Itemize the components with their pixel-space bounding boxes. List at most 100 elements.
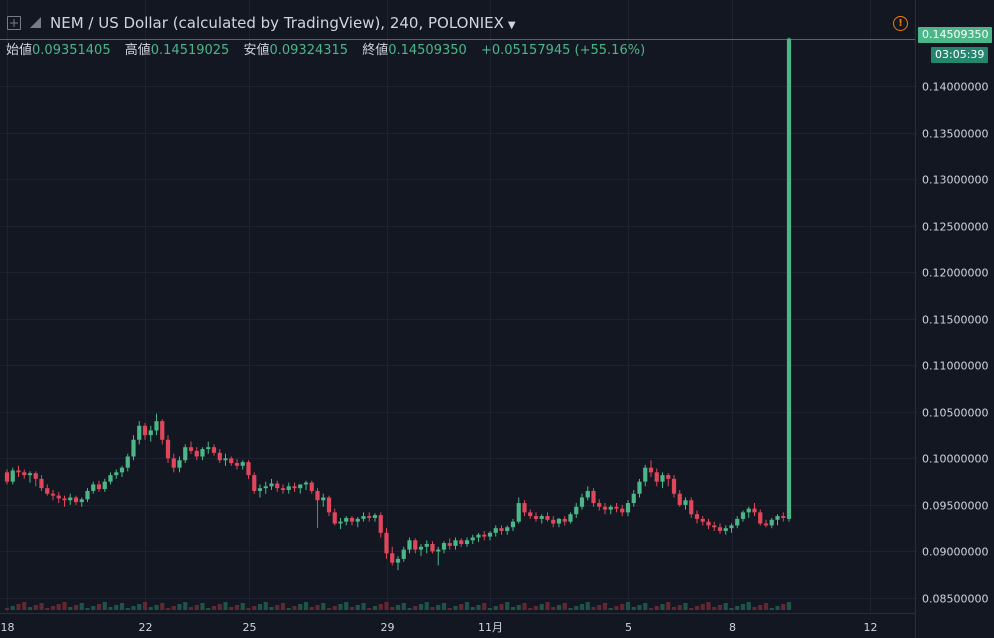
volume-bar — [545, 602, 550, 610]
candle-body — [522, 503, 527, 513]
candle-body — [574, 506, 579, 515]
candles — [4, 37, 792, 571]
candle-body — [625, 503, 631, 513]
volume-bar — [344, 602, 349, 610]
volume-bar — [240, 603, 245, 610]
volume-bar — [608, 608, 613, 610]
x-tick-label: 8 — [729, 621, 736, 634]
candle-body — [85, 490, 90, 500]
volume-bar — [263, 602, 268, 610]
volume-bar — [424, 602, 429, 610]
candle-body — [240, 462, 245, 466]
candle-body — [516, 503, 521, 522]
candle-body — [68, 497, 73, 501]
chart-title-button[interactable]: NEM / US Dollar (calculated by TradingVi… — [50, 14, 516, 32]
candle-body — [286, 486, 291, 491]
time-axis[interactable]: 18 22 25 29 11月 5 8 12 — [1, 621, 878, 634]
volume-bar — [137, 604, 142, 610]
volume-bar — [453, 606, 458, 610]
candle-body — [464, 540, 470, 545]
volume-bar — [706, 602, 711, 610]
candle-body — [39, 478, 44, 489]
candle-body — [505, 527, 510, 531]
volume-bar — [229, 607, 234, 610]
y-tick-label: 0.13500000 — [922, 128, 988, 141]
high-label: 高値 — [124, 43, 151, 58]
volume-bar — [119, 603, 125, 610]
candle-body — [349, 517, 355, 522]
volume-bar — [286, 608, 291, 610]
volume-bar — [252, 606, 257, 610]
x-tick-label: 29 — [381, 621, 395, 634]
volume-bar — [73, 605, 79, 610]
expand-icon[interactable] — [7, 16, 21, 30]
volume-bar — [280, 603, 286, 610]
candle-body — [487, 532, 493, 537]
candle-body — [263, 486, 268, 489]
candle-body — [275, 483, 280, 489]
warning-icon[interactable]: ! — [893, 16, 908, 31]
volume-bar — [390, 607, 395, 610]
volume-bar — [729, 608, 734, 610]
dropdown-caret-icon: ▼ — [507, 20, 516, 31]
volume-bar — [177, 604, 182, 610]
candle-body — [119, 467, 125, 473]
y-tick-label: 0.10000000 — [922, 453, 988, 466]
candle-body — [418, 546, 424, 550]
candle-body — [142, 425, 148, 436]
candle-body — [372, 515, 378, 518]
volume-bar — [418, 604, 424, 610]
x-tick-label: 22 — [139, 621, 153, 634]
candle-body — [556, 518, 562, 524]
candle-body — [430, 544, 435, 552]
volume-bar — [562, 603, 567, 610]
volume-bar — [22, 602, 27, 610]
candle-body — [10, 470, 15, 482]
volume-bar — [275, 605, 280, 610]
volume-bar — [752, 607, 757, 610]
candle-body — [631, 493, 636, 504]
candle-body — [620, 508, 625, 513]
candle-body — [27, 473, 33, 476]
candle-body — [470, 537, 475, 541]
y-tick-label: 0.12500000 — [922, 221, 988, 234]
candle-body — [591, 490, 596, 504]
volume-bar — [700, 604, 705, 610]
volume-bar — [62, 602, 67, 610]
volume-bar — [510, 607, 516, 610]
volume-bar — [326, 608, 332, 610]
volume-bar — [694, 606, 700, 610]
volume-bar — [614, 606, 619, 610]
candle-body — [217, 452, 222, 461]
candle-body — [102, 481, 107, 490]
volume-bar — [384, 602, 389, 610]
volume-bar — [430, 607, 435, 610]
volume-bar — [96, 604, 102, 610]
volume-bar — [717, 605, 723, 610]
volume-bar — [148, 607, 153, 610]
candle-body — [602, 506, 608, 510]
candle-body — [252, 475, 257, 491]
volume-bar — [194, 605, 199, 610]
price-axis[interactable]: 0.08500000 0.09000000 0.09500000 0.10000000… — [922, 81, 988, 606]
volume-bar — [654, 606, 659, 610]
volume-bar — [487, 608, 493, 610]
settings-triangle-icon[interactable] — [29, 16, 42, 29]
candle-body — [717, 527, 723, 531]
volume-bar — [625, 602, 631, 610]
candle-body — [108, 475, 113, 482]
candle-body — [303, 482, 309, 485]
ohlc-legend: 始値0.09351405 高値0.14519025 安値0.09324315 終… — [6, 39, 645, 58]
volume-bar — [574, 606, 579, 610]
volume-bar — [125, 608, 130, 610]
y-tick-label: 0.12000000 — [922, 267, 988, 280]
volume-bar — [758, 605, 763, 610]
candle-body — [683, 500, 688, 505]
candle-body — [775, 516, 780, 520]
volume-bars — [4, 602, 792, 610]
candle-body — [137, 425, 142, 440]
candle-body — [4, 472, 10, 482]
volume-bar — [217, 604, 222, 610]
candle-body — [73, 497, 79, 503]
